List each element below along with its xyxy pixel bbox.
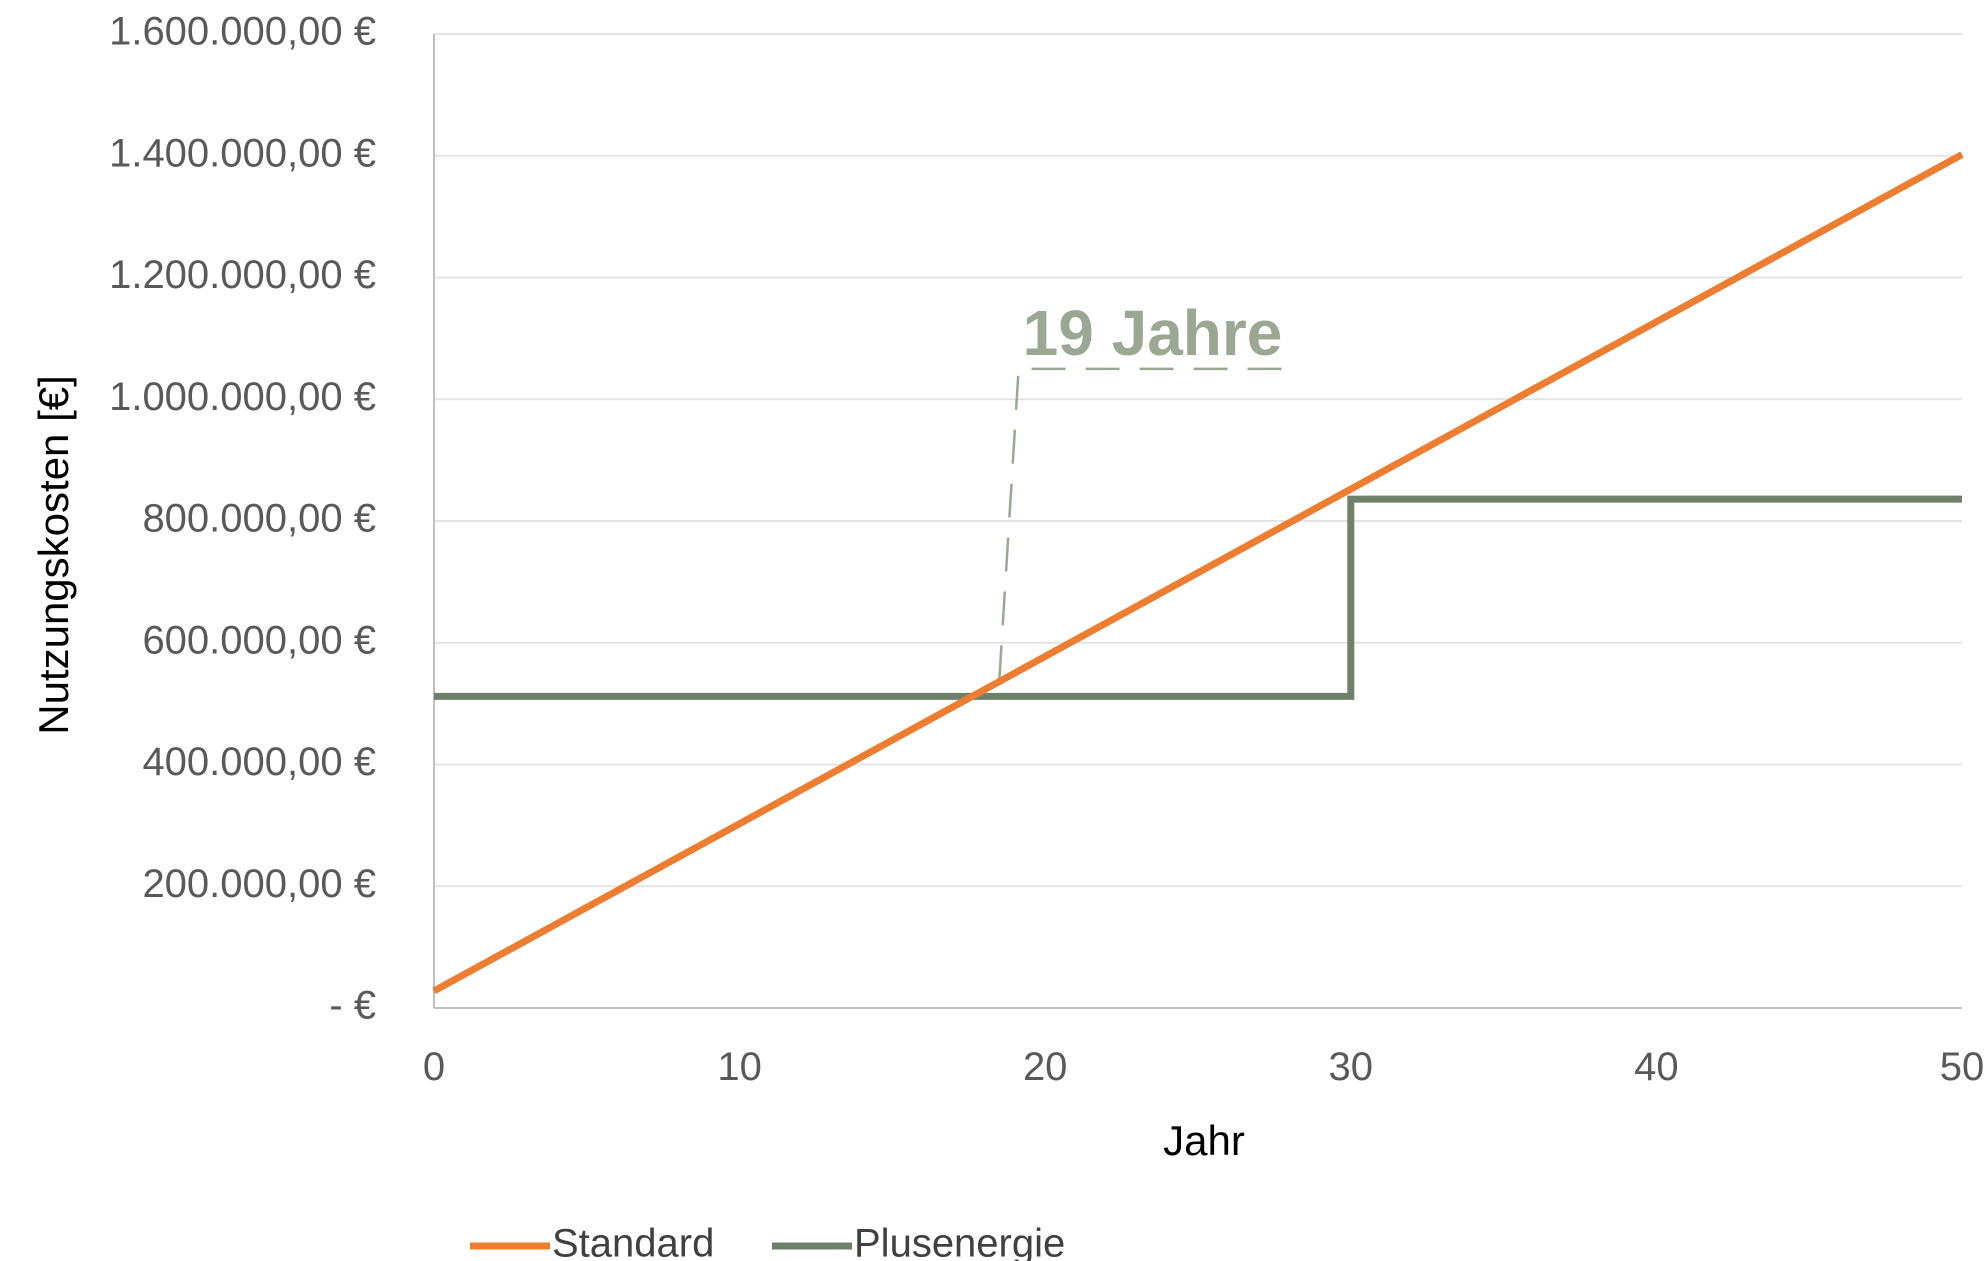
y-tick-label: 1.400.000,00 €: [109, 131, 376, 175]
x-tick-labels: 0 10 20 30 40 50: [423, 1045, 1984, 1089]
series-line-standard: [432, 151, 1964, 995]
y-tick-labels: - € 200.000,00 € 400.000,00 € 600.000,00 € 8…: [109, 10, 376, 1028]
legend-label-standard: Standard: [552, 1222, 714, 1261]
x-tick-label: 10: [717, 1045, 762, 1089]
y-tick-label: 600.000,00 €: [142, 618, 376, 662]
legend: Standard Plusenergie: [470, 1222, 1065, 1261]
annotation-leader-line: [998, 367, 1283, 680]
annotation: 19 Jahre: [998, 297, 1283, 680]
annotation-label: 19 Jahre: [1023, 297, 1283, 369]
series-lines: [432, 151, 1964, 995]
y-tick-label: 200.000,00 €: [142, 862, 376, 906]
x-tick-label: 30: [1329, 1045, 1374, 1089]
y-tick-label: - €: [329, 984, 376, 1028]
x-tick-label: 50: [1940, 1045, 1985, 1089]
y-tick-label: 1.600.000,00 €: [109, 10, 376, 54]
x-tick-label: 40: [1634, 1045, 1679, 1089]
legend-label-plusenergie: Plusenergie: [854, 1222, 1065, 1261]
x-tick-label: 20: [1023, 1045, 1068, 1089]
y-tick-label: 1.200.000,00 €: [109, 253, 376, 297]
x-axis-title: Jahr: [1163, 1117, 1245, 1164]
y-tick-label: 1.000.000,00 €: [109, 375, 376, 419]
gridlines: [434, 33, 1962, 888]
series-line-plusenergie: [434, 495, 1962, 700]
x-tick-label: 0: [423, 1045, 445, 1089]
y-tick-label: 800.000,00 €: [142, 497, 376, 541]
axes: [433, 34, 1962, 1009]
y-tick-label: 400.000,00 €: [142, 740, 376, 784]
y-axis-title: Nutzungskosten [€]: [30, 375, 77, 735]
